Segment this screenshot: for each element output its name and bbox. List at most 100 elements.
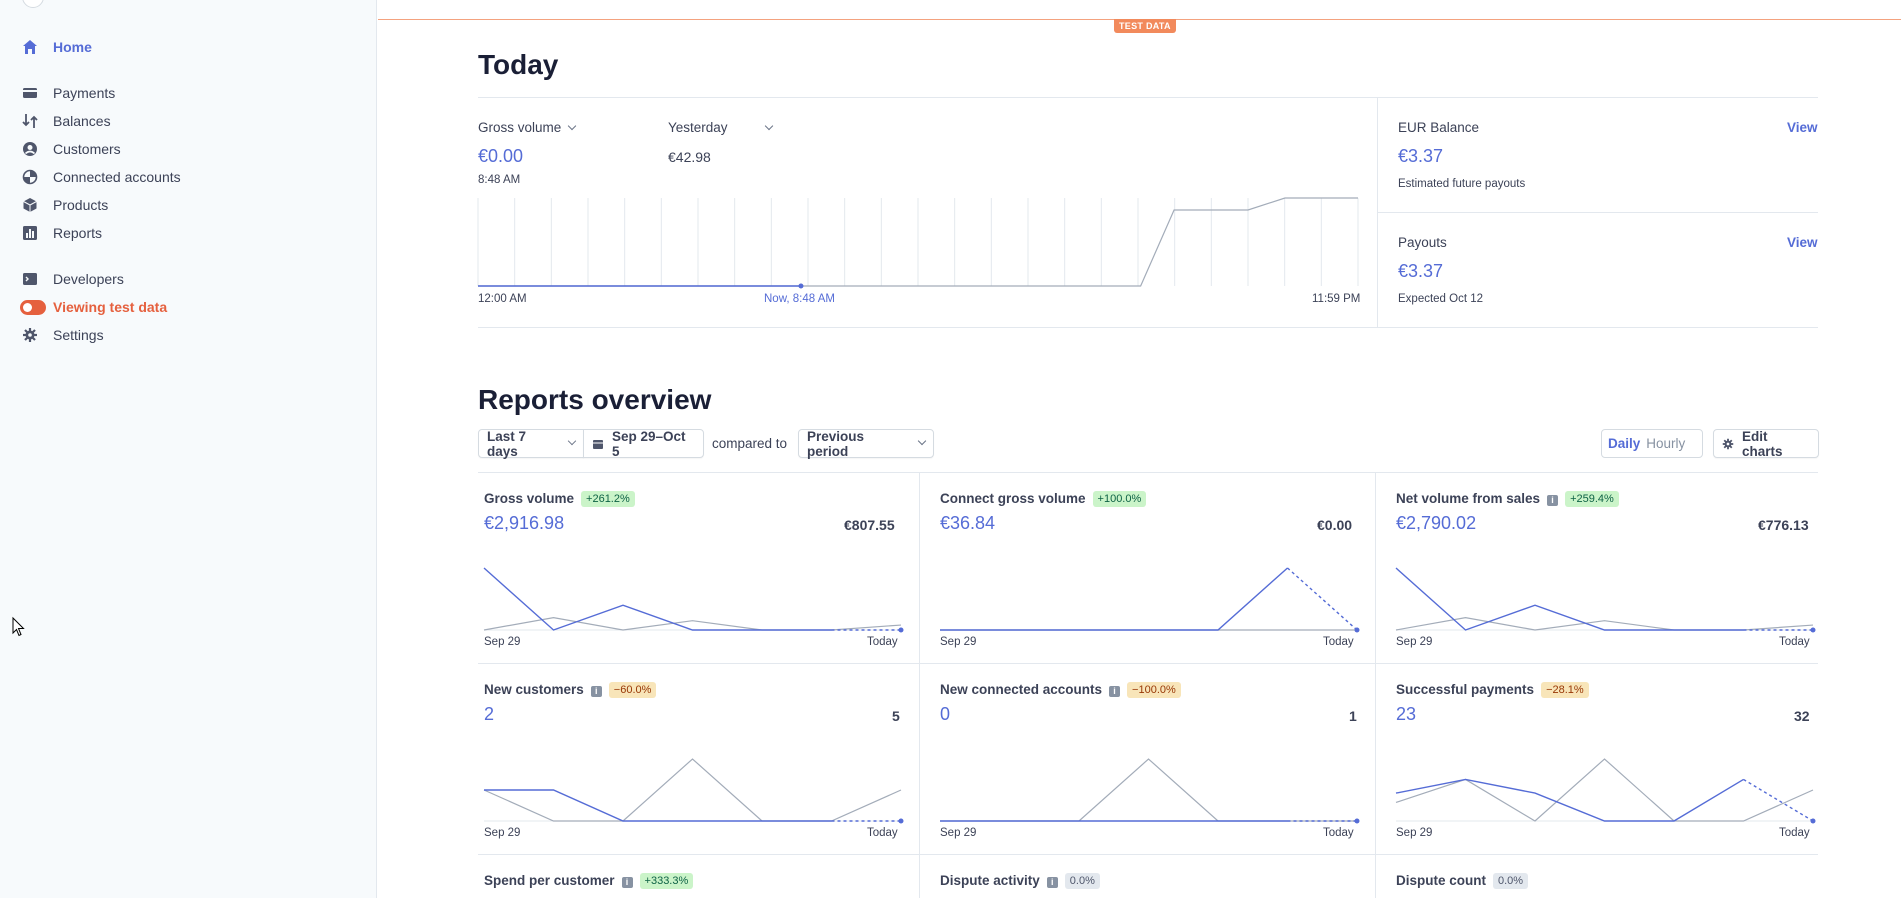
today-point (1354, 818, 1360, 824)
sidebar-item-developers[interactable]: Developers (20, 267, 124, 291)
axis-start: Sep 29 (940, 827, 977, 839)
sidebar-item-balances[interactable]: Balances (20, 109, 111, 133)
eur-balance-value: €3.37 (1398, 146, 1444, 166)
chevron-down-icon (568, 121, 577, 131)
gear-icon (1722, 438, 1734, 449)
test-data-toggle[interactable]: Viewing test data (20, 295, 167, 319)
payments-icon (20, 83, 40, 103)
today-point (1810, 627, 1816, 633)
yesterday-select[interactable]: Yesterday (668, 120, 773, 135)
info-icon[interactable]: i (590, 686, 602, 697)
yesterday-line (478, 197, 1358, 287)
sidebar-item-connected-accounts[interactable]: Connected accounts (20, 165, 181, 189)
card-value: €2,790.02 (1396, 513, 1477, 533)
info-icon[interactable]: i (1046, 877, 1058, 888)
sidebar-item-payments[interactable]: Payments (20, 81, 115, 105)
today-point (1810, 818, 1816, 824)
sidebar-item-customers[interactable]: Customers (20, 137, 121, 161)
current-period-projection (1287, 567, 1358, 631)
change-badge: 0.0% (1064, 873, 1100, 889)
card-new-customers-header[interactable]: New customers i −60.0% (484, 681, 657, 699)
change-badge: +261.2% (581, 491, 635, 507)
divider (478, 327, 1818, 328)
sidebar-item-home[interactable]: Home (20, 35, 92, 59)
info-icon[interactable]: i (621, 877, 633, 888)
sidebar-item-reports[interactable]: Reports (20, 221, 102, 245)
today-point (1354, 627, 1360, 633)
gross-volume-chart (483, 567, 904, 633)
sidebar-item-label: Settings (53, 327, 104, 343)
mouse-cursor-icon (12, 616, 25, 637)
range-select[interactable]: Last 7 days (478, 429, 584, 459)
today-point (898, 818, 904, 824)
card-previous-value: €807.55 (844, 517, 895, 533)
payouts-value: €3.37 (1398, 261, 1444, 281)
card-previous-value: 32 (1794, 708, 1810, 724)
info-icon[interactable]: i (1109, 686, 1121, 697)
sidebar-item-label: Viewing test data (53, 299, 168, 315)
card-previous-value: €776.13 (1758, 517, 1809, 533)
card-dispute-activity-header[interactable]: Dispute activity i 0.0% (940, 872, 1100, 890)
compare-period-select[interactable]: Previous period (798, 429, 934, 459)
axis-start: Sep 29 (940, 636, 977, 648)
date-range-button[interactable]: Sep 29–Oct 5 (583, 429, 704, 459)
card-connect-gross-volume-header[interactable]: Connect gross volume +100.0% (940, 490, 1147, 508)
axis-start: Sep 29 (1396, 827, 1433, 839)
eur-balance-label: EUR Balance (1398, 120, 1480, 135)
gross-volume-value: €0.00 (478, 146, 524, 166)
card-new-connected-accounts-header[interactable]: New connected accounts i −100.0% (940, 681, 1181, 699)
card-gross-volume-header[interactable]: Gross volume +261.2% (484, 490, 635, 508)
sidebar-item-label: Connected accounts (53, 169, 181, 185)
sidebar-item-label: Customers (53, 141, 121, 157)
info-icon[interactable]: i (1547, 495, 1559, 506)
chevron-down-icon (567, 436, 577, 445)
payouts-view-link[interactable]: View (1787, 235, 1818, 250)
sidebar-item-products[interactable]: Products (20, 193, 108, 217)
today-chart (477, 197, 1359, 289)
card-previous-value: 5 (892, 708, 900, 724)
divider (478, 472, 1818, 473)
gross-volume-time: 8:48 AM (478, 174, 521, 186)
axis-end: Today (867, 636, 898, 648)
divider (478, 663, 1818, 664)
change-badge: +333.3% (639, 873, 694, 889)
divider (478, 854, 1818, 855)
sidebar-item-label: Home (53, 39, 92, 55)
test-data-badge: TEST DATA (1114, 19, 1176, 33)
card-spend-per-customer-header[interactable]: Spend per customer i +333.3% (484, 872, 694, 890)
edit-charts-button[interactable]: Edit charts (1713, 429, 1819, 459)
hourly-option[interactable]: Hourly (1646, 436, 1686, 451)
card-dispute-count-header[interactable]: Dispute count 0.0% (1396, 872, 1529, 890)
new-connected-accounts-chart (940, 758, 1360, 824)
toggle-icon (20, 297, 46, 317)
today-axis-end: 11:59 PM (1312, 293, 1361, 305)
sidebar: Home Payments Balances Customers Connect… (0, 0, 377, 898)
eur-balance-view-link[interactable]: View (1787, 120, 1818, 135)
card-value: €36.84 (940, 513, 996, 533)
axis-start: Sep 29 (1396, 636, 1433, 648)
chevron-down-icon (917, 436, 927, 445)
card-previous-value: 1 (1349, 708, 1357, 724)
successful-payments-chart (1395, 758, 1816, 824)
compared-to-label: compared to (712, 436, 788, 451)
card-net-volume-header[interactable]: Net volume from sales i +259.4% (1396, 490, 1619, 508)
sidebar-item-label: Products (53, 197, 109, 213)
sidebar-item-settings[interactable]: Settings (20, 323, 104, 347)
previous-period-line (1395, 758, 1814, 822)
divider (478, 97, 1818, 98)
axis-end: Today (1323, 636, 1354, 648)
card-successful-payments-header[interactable]: Successful payments −28.1% (1396, 681, 1589, 699)
sidebar-item-label: Reports (53, 225, 103, 241)
net-volume-chart (1395, 567, 1816, 633)
gross-volume-select[interactable]: Gross volume (478, 120, 577, 135)
terminal-icon (20, 269, 40, 289)
granularity-toggle: Daily Hourly (1601, 429, 1703, 458)
today-axis-start: 12:00 AM (478, 293, 527, 305)
current-period-projection (1743, 778, 1814, 822)
account-avatar[interactable] (22, 0, 44, 8)
payouts-sub: Expected Oct 12 (1398, 293, 1484, 305)
gear-icon (20, 325, 40, 345)
products-icon (20, 195, 40, 215)
home-icon (20, 37, 40, 57)
daily-option[interactable]: Daily (1608, 436, 1641, 451)
